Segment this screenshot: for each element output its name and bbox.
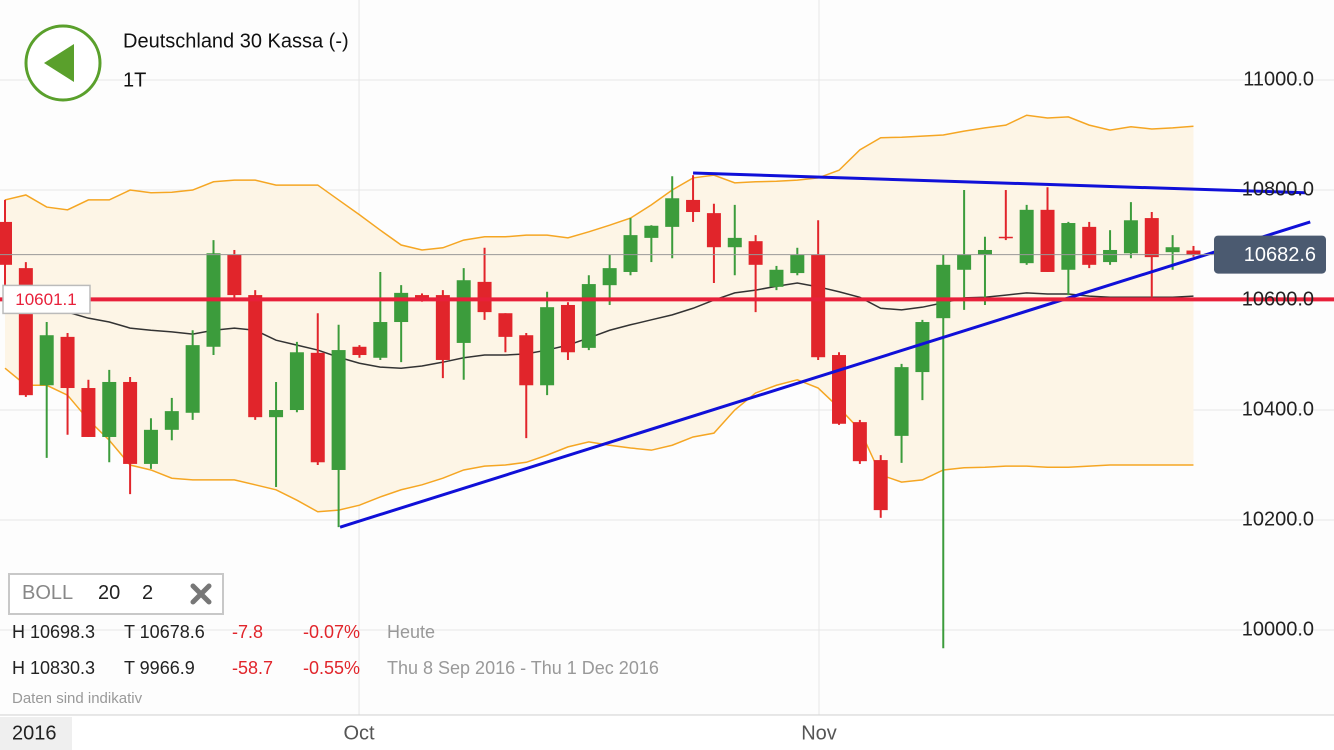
candle-body [289, 352, 304, 411]
candle-body [1123, 220, 1138, 254]
stats-row: H 10830.3 T 9966.9 -58.7 -0.55% Thu 8 Se… [12, 658, 712, 680]
candle-body [352, 346, 367, 356]
candle-body [977, 249, 992, 255]
stat-change: -7.8 [232, 622, 264, 642]
candle-body [331, 350, 346, 470]
trendline [693, 171, 1306, 195]
candle-body [477, 281, 492, 313]
candle-body [227, 254, 242, 296]
stat-change-pct: -0.07% [303, 622, 361, 642]
candle-body [748, 241, 763, 265]
y-tick-label: 11000.0 [1243, 68, 1314, 90]
candle-body [706, 213, 721, 248]
candle-body [602, 268, 617, 286]
x-axis-strip [0, 715, 1334, 750]
trendline [339, 220, 1311, 529]
candle-body [1061, 223, 1076, 270]
candle-body [1103, 249, 1118, 263]
stats-row: H 10698.3 T 10678.6 -7.8 -0.07% Heute [12, 622, 712, 644]
close-cross [190, 583, 212, 605]
x-tick-label: Nov [801, 722, 837, 744]
stat-low: T 10678.6 [124, 622, 205, 642]
chart-title: Deutschland 30 Kassa (-) [123, 30, 349, 52]
stat-high: H 10698.3 [12, 622, 96, 642]
candle-body [811, 254, 826, 358]
band-line-upper [4, 114, 1194, 251]
interval-label: 1T [123, 69, 146, 91]
candle-body [832, 355, 847, 424]
reference-box [2, 284, 91, 315]
candle-body [894, 367, 909, 436]
band-line-middle [4, 282, 1194, 369]
y-tick-label: 10000.0 [1242, 618, 1314, 640]
candle-body [727, 237, 742, 248]
indicator-box[interactable]: BOLL 20 2 [8, 573, 224, 615]
disclaimer: Daten sind indikativ [12, 690, 143, 707]
candle-body [769, 269, 784, 287]
candle-body [498, 313, 513, 337]
candle-body [540, 307, 555, 386]
candle-body [686, 199, 701, 213]
candle-body [1165, 247, 1180, 253]
last-price-label: 10682.6 [1244, 244, 1316, 266]
back-arrow [44, 44, 74, 82]
candle-body [519, 335, 534, 386]
candle-body [373, 322, 388, 358]
candle-body [164, 411, 179, 430]
candle-body [1144, 218, 1159, 258]
candle-body [790, 254, 805, 274]
candle-body [581, 284, 596, 348]
y-tick-label: 10600.0 [1242, 288, 1314, 310]
reference-label: 10601.1 [15, 290, 76, 309]
year-label: 2016 [12, 722, 57, 744]
candle-body [102, 381, 117, 437]
candle-body [123, 381, 138, 464]
indicator-name: BOLL [22, 582, 74, 604]
candle-body [623, 235, 638, 272]
band-line-lower [4, 367, 1194, 513]
stat-change-pct: -0.55% [303, 658, 361, 678]
candle-body [1082, 226, 1097, 265]
candle-body [310, 352, 325, 463]
year-box [0, 717, 72, 750]
candle-body [81, 388, 96, 437]
candle-body [560, 304, 575, 353]
candle-body [456, 280, 471, 343]
candle-body [394, 292, 409, 323]
candle-body [248, 295, 263, 418]
indicator-period: 20 [98, 582, 121, 604]
candle-body [185, 345, 200, 413]
candle-body [957, 254, 972, 270]
candle-body [1019, 209, 1034, 264]
candle-body [1040, 209, 1055, 272]
stat-change: -58.7 [232, 658, 274, 678]
x-tick-label: Oct [343, 722, 375, 744]
last-price-box [1214, 235, 1326, 274]
candle-body [39, 335, 54, 386]
stat-period: Heute [387, 622, 436, 642]
candle-body [936, 264, 951, 319]
y-tick-label: 10200.0 [1242, 508, 1314, 530]
candle-body [435, 295, 450, 360]
candle-body [873, 460, 888, 511]
y-tick-label: 10400.0 [1242, 398, 1314, 420]
candle-body [60, 336, 75, 389]
candle-body [998, 236, 1013, 239]
candle-body [665, 198, 680, 227]
candle-body [143, 429, 158, 464]
candle-body [915, 322, 930, 373]
y-tick-label: 10800.0 [1242, 178, 1314, 200]
candle-body [0, 221, 13, 265]
candle-body [1186, 250, 1201, 255]
stat-low: T 9966.9 [124, 658, 195, 678]
candle-body [644, 225, 659, 238]
stat-period: Thu 8 Sep 2016 - Thu 1 Dec 2016 [387, 658, 659, 678]
candle-body [852, 422, 867, 462]
indicator-deviation: 2 [142, 582, 154, 604]
stat-high: H 10830.3 [12, 658, 96, 678]
candle-body [269, 410, 284, 418]
close-icon[interactable] [190, 583, 212, 605]
